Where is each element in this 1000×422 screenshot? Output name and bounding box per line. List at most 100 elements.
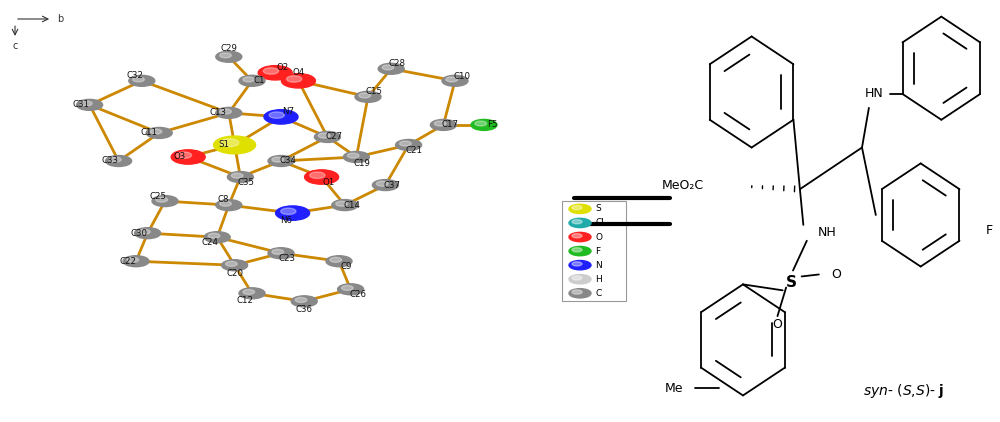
Circle shape	[146, 127, 172, 138]
Circle shape	[569, 204, 591, 214]
Text: O: O	[831, 268, 841, 281]
Circle shape	[263, 68, 279, 74]
Circle shape	[156, 197, 168, 202]
Circle shape	[569, 289, 591, 298]
Circle shape	[239, 75, 265, 86]
Text: C36: C36	[296, 305, 313, 314]
Circle shape	[216, 108, 242, 119]
Text: C30: C30	[131, 229, 148, 238]
Circle shape	[129, 75, 155, 86]
Circle shape	[318, 133, 330, 138]
Circle shape	[341, 285, 353, 290]
Circle shape	[572, 234, 582, 238]
Circle shape	[305, 170, 339, 184]
Circle shape	[80, 101, 92, 106]
Text: C15: C15	[365, 87, 382, 96]
Circle shape	[572, 248, 582, 252]
Circle shape	[287, 76, 302, 82]
Circle shape	[204, 232, 230, 243]
Circle shape	[314, 132, 340, 143]
Circle shape	[572, 219, 582, 224]
Text: C17: C17	[442, 120, 459, 130]
Circle shape	[176, 152, 192, 158]
Circle shape	[77, 100, 103, 110]
Text: S: S	[786, 275, 797, 290]
Text: O: O	[773, 317, 782, 330]
Circle shape	[471, 119, 497, 130]
Circle shape	[220, 201, 231, 206]
Text: C24: C24	[202, 238, 219, 247]
Text: C13: C13	[209, 108, 226, 117]
Circle shape	[569, 233, 591, 242]
Circle shape	[269, 112, 284, 118]
Circle shape	[569, 218, 591, 227]
Circle shape	[239, 288, 265, 299]
Text: C35: C35	[237, 178, 254, 187]
Circle shape	[572, 290, 582, 294]
Circle shape	[127, 257, 139, 262]
Text: b: b	[57, 14, 63, 24]
Circle shape	[332, 200, 358, 211]
Text: F: F	[595, 246, 600, 256]
Circle shape	[216, 51, 242, 62]
Circle shape	[220, 109, 231, 114]
Text: N6: N6	[280, 216, 292, 225]
Circle shape	[347, 153, 359, 158]
Text: C12: C12	[237, 296, 254, 305]
Text: C1: C1	[253, 76, 265, 85]
Text: C23: C23	[278, 254, 295, 263]
Text: C28: C28	[388, 59, 405, 68]
Text: C9: C9	[340, 262, 352, 271]
Circle shape	[310, 172, 325, 179]
Text: O3: O3	[174, 152, 186, 162]
Circle shape	[225, 261, 237, 266]
Text: S: S	[595, 204, 601, 214]
Text: H: H	[595, 275, 602, 284]
Text: N7: N7	[282, 107, 294, 116]
Circle shape	[214, 136, 256, 154]
Circle shape	[227, 171, 253, 182]
Text: C22: C22	[119, 257, 136, 266]
Circle shape	[569, 246, 591, 256]
Text: c: c	[12, 41, 18, 51]
Text: C34: C34	[279, 157, 296, 165]
Circle shape	[372, 180, 398, 191]
Text: C31: C31	[73, 100, 90, 109]
Circle shape	[378, 63, 404, 74]
Text: C10: C10	[453, 72, 470, 81]
Circle shape	[110, 157, 121, 162]
Circle shape	[343, 151, 369, 162]
Circle shape	[338, 284, 364, 295]
Text: C29: C29	[220, 44, 237, 53]
Text: F5: F5	[487, 120, 498, 130]
Circle shape	[123, 256, 149, 267]
Text: MeO₂C: MeO₂C	[662, 179, 704, 192]
Text: S1: S1	[218, 141, 229, 149]
Circle shape	[152, 196, 178, 207]
Circle shape	[430, 119, 456, 130]
Text: C19: C19	[354, 160, 370, 168]
Text: C25: C25	[150, 192, 167, 201]
Circle shape	[171, 150, 205, 164]
Circle shape	[150, 129, 162, 134]
Text: F: F	[986, 225, 993, 237]
Circle shape	[268, 156, 294, 167]
Circle shape	[268, 248, 294, 259]
Circle shape	[291, 296, 317, 307]
Circle shape	[382, 65, 394, 70]
Text: C14: C14	[343, 200, 360, 210]
Text: C27: C27	[326, 133, 343, 141]
Circle shape	[272, 249, 284, 254]
Circle shape	[276, 206, 310, 220]
Circle shape	[220, 139, 239, 147]
Text: C33: C33	[102, 157, 119, 165]
Text: $\mathit{syn}$- ($\mathit{S}$,$\mathit{S}$)- $\mathbf{j}$: $\mathit{syn}$- ($\mathit{S}$,$\mathit{S…	[863, 382, 944, 400]
Text: O: O	[595, 233, 602, 241]
Text: C37: C37	[384, 181, 401, 189]
Text: N: N	[595, 261, 602, 270]
Text: NH: NH	[818, 226, 837, 239]
Text: C32: C32	[126, 71, 143, 80]
Circle shape	[106, 156, 132, 167]
Text: C20: C20	[226, 269, 243, 278]
Text: HN: HN	[865, 87, 883, 100]
